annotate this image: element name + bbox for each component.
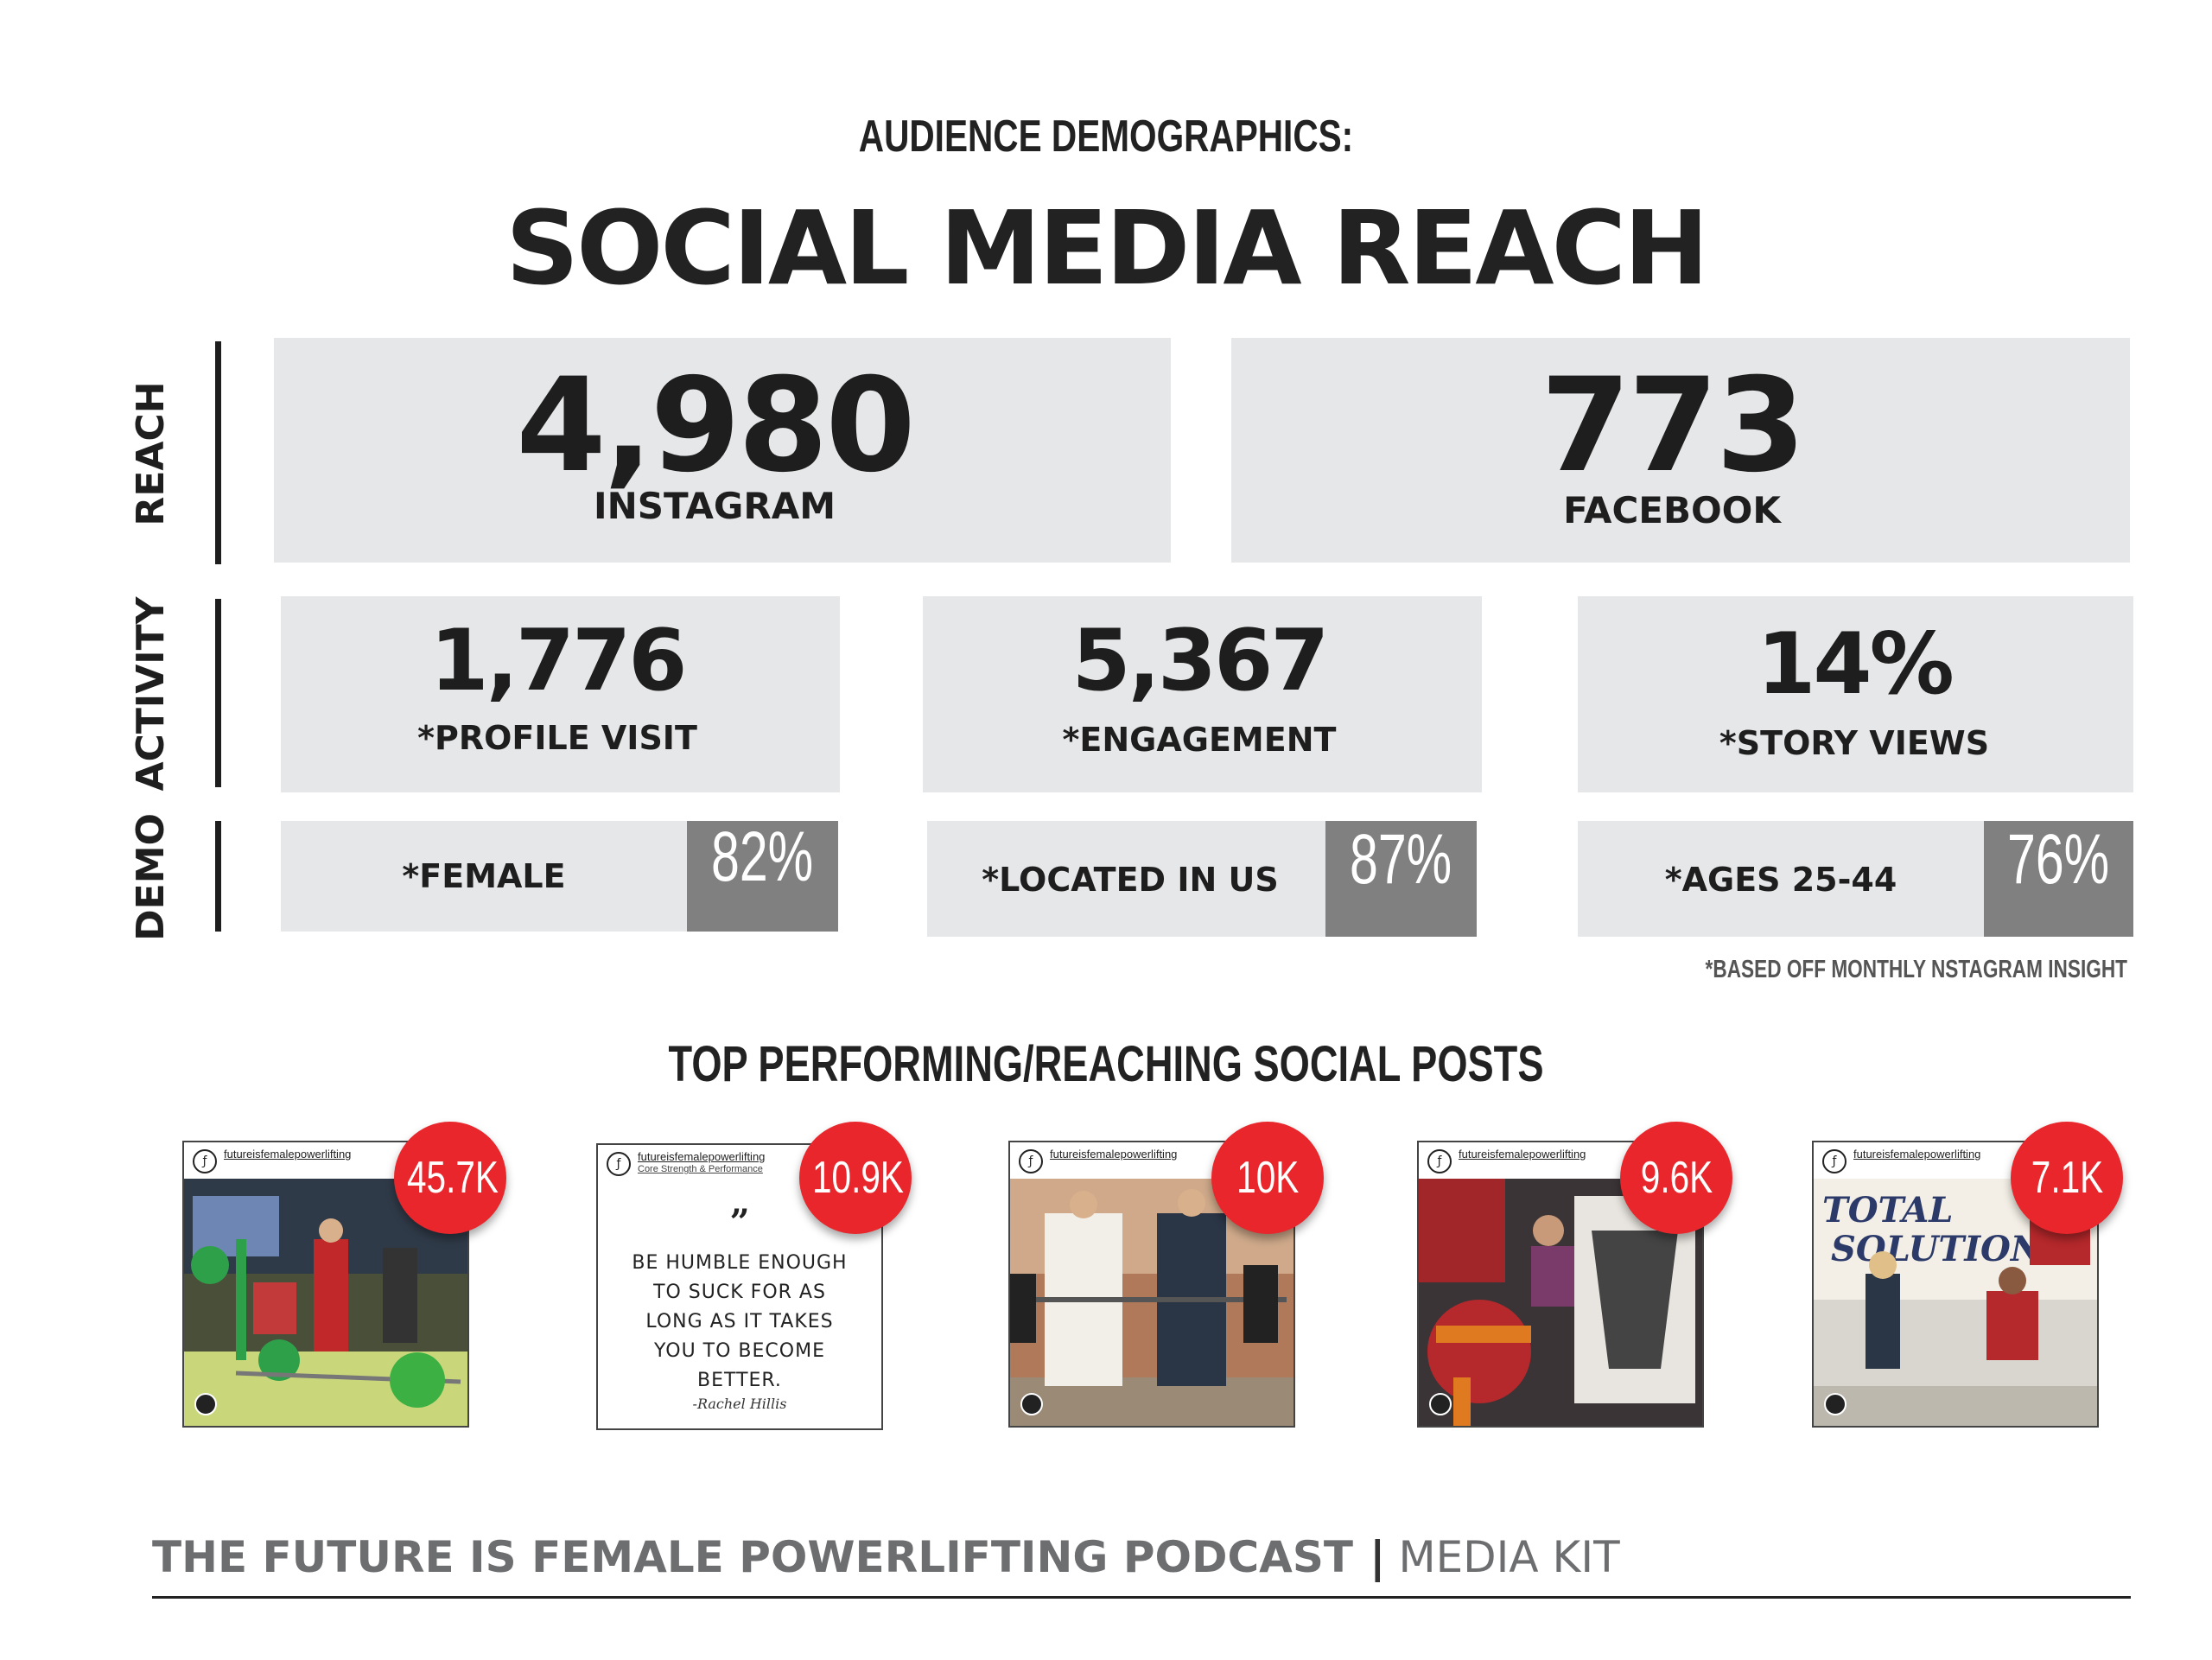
post-quote: BE HUMBLE ENOUGH TO SUCK FOR AS LONG AS … <box>632 1252 848 1391</box>
demo-label-female: *FEMALE <box>402 857 566 895</box>
reach-label-instagram: INSTAGRAM <box>593 485 836 527</box>
demo-percent-ages: 76% <box>2007 820 2110 899</box>
post-count-3: 10K <box>1236 1153 1300 1203</box>
post-handle[interactable]: futureisfemalepowerlifting <box>1459 1148 1586 1161</box>
reach-card-facebook: 773 FACEBOOK <box>1231 338 2130 563</box>
post-count-badge-2: 10.9K <box>799 1122 912 1234</box>
post-count-1: 45.7K <box>406 1153 499 1203</box>
svg-text:SOLUTION: SOLUTION <box>1831 1229 2044 1269</box>
footer-doc-type: MEDIA KIT <box>1398 1532 1620 1582</box>
activity-card-engagement: 5,367 *ENGAGEMENT <box>923 596 1482 792</box>
demo-card-located-us: *LOCATED IN US 87% <box>927 821 1477 937</box>
page-title: SOCIAL MEDIA REACH <box>505 188 1709 308</box>
activity-label-profile-visits: *PROFILE VISIT <box>417 719 697 757</box>
footnote: *BASED OFF MONTHLY NSTAGRAM INSIGHT <box>1705 956 2127 983</box>
post-handle[interactable]: futureisfemalepowerlifting <box>224 1148 352 1161</box>
section-label-activity: ACTIVITY <box>129 596 173 792</box>
tagged-user-icon <box>1429 1393 1452 1415</box>
demo-card-ages: *AGES 25-44 76% <box>1578 821 2133 937</box>
footer-brand: THE FUTURE IS FEMALE POWERLIFTING PODCAS… <box>152 1532 1353 1582</box>
post-count-badge-3: 10K <box>1211 1122 1324 1234</box>
profile-avatar-icon: ƒ <box>607 1152 631 1176</box>
post-count-badge-1: 45.7K <box>394 1122 506 1234</box>
eyebrow-heading: AUDIENCE DEMOGRAPHICS: <box>858 111 1354 162</box>
activity-value-story-views: 14% <box>1757 615 1955 714</box>
demo-percent-box-female: 82% <box>687 821 838 932</box>
demo-label-ages: *AGES 25-44 <box>1664 861 1897 899</box>
profile-avatar-icon: ƒ <box>1019 1149 1043 1173</box>
post-count-badge-4: 9.6K <box>1620 1122 1732 1234</box>
post-signature: -Rachel Hillis <box>692 1396 787 1412</box>
tagged-user-icon <box>194 1393 217 1415</box>
footer: THE FUTURE IS FEMALE POWERLIFTING PODCAS… <box>152 1532 1620 1587</box>
demo-percent-located-us: 87% <box>1350 820 1452 899</box>
post-handle[interactable]: futureisfemalepowerlifting <box>638 1150 766 1163</box>
quote-mark-icon: ” <box>729 1202 750 1243</box>
activity-label-story-views: *STORY VIEWS <box>1719 724 1990 762</box>
demo-percent-box-ages: 76% <box>1984 821 2133 937</box>
profile-avatar-icon: ƒ <box>193 1149 217 1173</box>
reach-card-instagram: 4,980 INSTAGRAM <box>274 338 1171 563</box>
demo-percent-box-located-us: 87% <box>1325 821 1477 937</box>
tagged-user-icon <box>1020 1393 1043 1415</box>
activity-card-profile-visits: 1,776 *PROFILE VISIT <box>281 596 840 792</box>
post-handle[interactable]: futureisfemalepowerlifting <box>1050 1148 1178 1161</box>
section-label-demo: DEMO <box>129 813 173 941</box>
post-count-4: 9.6K <box>1640 1153 1713 1203</box>
activity-label-engagement: *ENGAGEMENT <box>1062 721 1337 759</box>
reach-label-facebook: FACEBOOK <box>1563 489 1781 531</box>
section-divider-demo <box>215 821 221 932</box>
section-divider-activity <box>215 599 221 787</box>
footer-separator: | <box>1370 1532 1386 1582</box>
post-subtitle: Core Strength & Performance <box>638 1164 763 1174</box>
reach-value-facebook: 773 <box>1540 351 1806 501</box>
post-count-badge-5: 7.1K <box>2011 1122 2123 1234</box>
activity-value-profile-visits: 1,776 <box>429 612 688 710</box>
demo-card-female: *FEMALE 82% <box>281 821 838 932</box>
posts-section-title: TOP PERFORMING/REACHING SOCIAL POSTS <box>668 1036 1544 1092</box>
post-count-2: 10.9K <box>811 1153 904 1203</box>
activity-card-story-views: 14% *STORY VIEWS <box>1578 596 2133 792</box>
post-handle[interactable]: futureisfemalepowerlifting <box>1853 1148 1981 1161</box>
activity-value-engagement: 5,367 <box>1071 612 1330 710</box>
footer-rule <box>152 1596 2131 1599</box>
profile-avatar-icon: ƒ <box>1427 1149 1452 1173</box>
reach-value-instagram: 4,980 <box>516 351 915 501</box>
section-divider-reach <box>215 341 221 564</box>
demo-label-located-us: *LOCATED IN US <box>982 861 1279 899</box>
profile-avatar-icon: ƒ <box>1822 1149 1847 1173</box>
section-label-reach: REACH <box>129 381 173 526</box>
demo-percent-female: 82% <box>711 817 814 896</box>
post-count-5: 7.1K <box>2031 1153 2103 1203</box>
tagged-user-icon <box>1824 1393 1847 1415</box>
svg-text:TOTAL: TOTAL <box>1822 1190 1953 1231</box>
